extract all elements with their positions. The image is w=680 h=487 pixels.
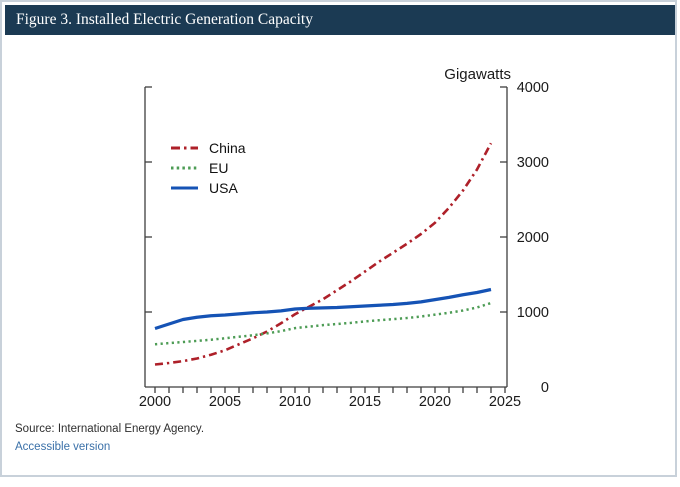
x-tick-label: 2025 <box>489 394 521 410</box>
series-layer <box>154 142 493 366</box>
legend-item-eu: EU <box>170 158 246 178</box>
legend-item-china: China <box>170 138 246 158</box>
x-tick-label: 2020 <box>419 394 451 410</box>
y-tick-label: 2000 <box>517 230 549 246</box>
legend-marker-eu-icon <box>171 166 198 170</box>
legend-label: USA <box>209 180 238 196</box>
axes-layer: 0 1000 2000 3000 4000 2000 2005 2010 2015 2020 202… <box>139 80 549 410</box>
x-tick-label: 2000 <box>139 394 171 410</box>
y-tick-label: 3000 <box>517 155 549 171</box>
figure-panel: Figure 3. Installed Electric Generation … <box>0 0 677 477</box>
legend-marker-china-icon <box>171 146 198 150</box>
y-tick-label: 0 <box>541 380 549 396</box>
legend-marker-usa-icon <box>171 186 198 190</box>
source-note: Source: International Energy Agency. <box>15 423 205 435</box>
legend-label: EU <box>209 160 229 176</box>
series-line-usa <box>154 287 492 331</box>
accessible-version-link[interactable]: Accessible version <box>15 441 111 453</box>
legend-item-usa: USA <box>170 178 246 198</box>
x-tick-label: 2015 <box>349 394 381 410</box>
series-line-eu <box>154 301 492 346</box>
y-axis-unit-label: Gigawatts <box>444 66 511 83</box>
x-tick-label: 2005 <box>209 394 241 410</box>
x-tick-label: 2010 <box>279 394 311 410</box>
y-tick-label: 1000 <box>517 305 549 321</box>
figure-header: Figure 3. Installed Electric Generation … <box>5 5 675 35</box>
series-line-china <box>154 142 493 366</box>
legend-label: China <box>209 140 246 156</box>
figure-title: Figure 3. Installed Electric Generation … <box>16 11 313 28</box>
chart-legend: China EU USA <box>170 138 246 198</box>
y-tick-label: 4000 <box>517 80 549 96</box>
